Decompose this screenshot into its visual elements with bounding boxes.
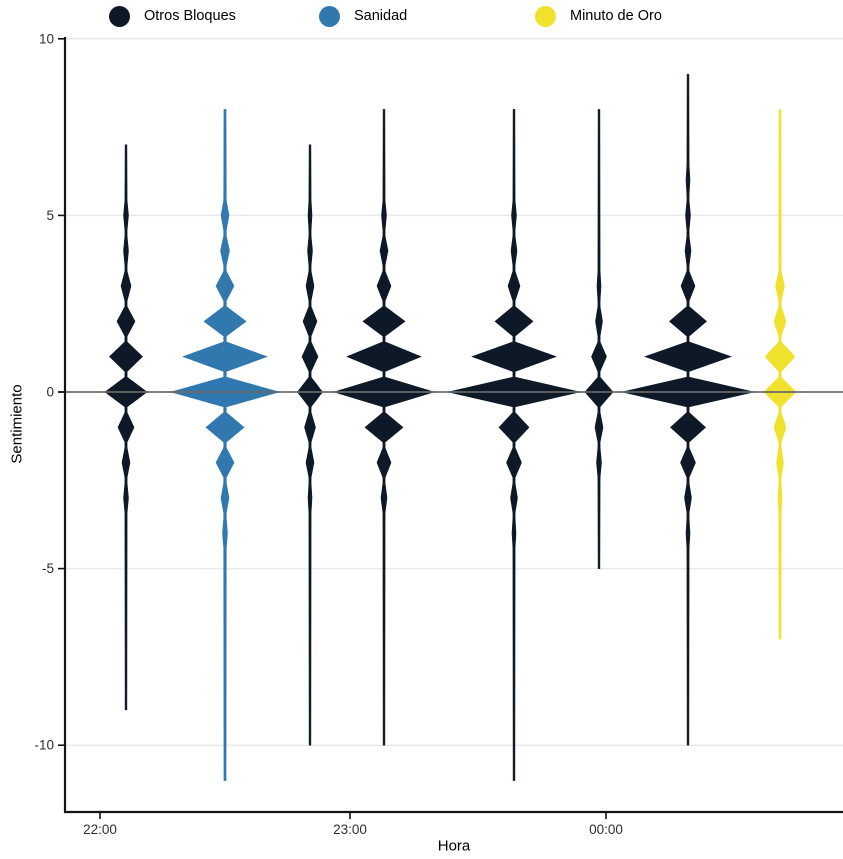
violin-2-otros-bloques [297,144,323,746]
legend-swatch-icon [109,5,130,27]
legend-item-otros-bloques: Otros Bloques [109,0,236,32]
legend-label: Minuto de Oro [570,8,662,24]
y-tick-label--5: -5 [42,561,54,576]
legend-item-sanidad: Sanidad [319,0,407,32]
y-tick-label--10: -10 [34,738,54,753]
y-tick-label-5: 5 [46,208,54,223]
legend-swatch-icon [319,5,340,27]
violin-5-otros-bloques [584,109,614,569]
violin-6-otros-bloques [621,73,755,746]
x-tick-label-00:00: 00:00 [589,822,623,837]
chart-legend: Otros Bloques Sanidad Minuto de Oro [0,0,843,32]
violin-4-otros-bloques [447,109,581,781]
violin-1-sanidad [169,109,281,781]
legend-label: Sanidad [354,8,408,24]
y-tick-label-10: 10 [39,31,54,46]
violin-0-otros-bloques [104,144,148,711]
violin-7-minuto-de-oro [763,109,797,640]
legend-item-minuto-de-oro: Minuto de Oro [535,0,662,32]
violin-3-otros-bloques [332,109,436,746]
x-tick-label-23:00: 23:00 [333,822,367,837]
legend-label: Otros Bloques [144,8,236,24]
y-axis-title: Sentimiento [8,384,26,464]
x-axis-title: Hora [437,837,471,855]
y-tick-label-0: 0 [46,385,54,400]
legend-swatch-icon [535,5,556,27]
x-tick-label-22:00: 22:00 [83,822,117,837]
